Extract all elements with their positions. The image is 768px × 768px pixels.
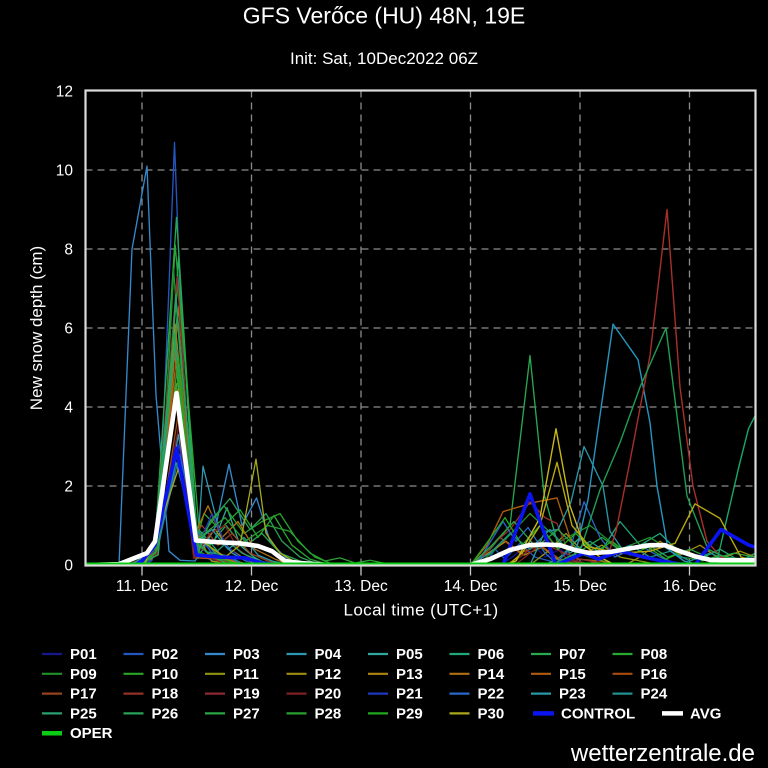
svg-text:P14: P14 (478, 666, 505, 683)
svg-text:P18: P18 (152, 686, 179, 703)
svg-text:P26: P26 (152, 705, 179, 722)
svg-text:P27: P27 (233, 705, 260, 722)
svg-text:P29: P29 (396, 705, 423, 722)
svg-text:P04: P04 (315, 646, 342, 663)
svg-text:6: 6 (64, 321, 73, 338)
svg-text:wetterzentrale.de: wetterzentrale.de (570, 740, 755, 767)
svg-text:P07: P07 (559, 646, 586, 663)
svg-text:14. Dec: 14. Dec (444, 578, 498, 595)
svg-text:P06: P06 (478, 646, 505, 663)
svg-text:12: 12 (56, 84, 73, 101)
svg-text:P03: P03 (233, 646, 260, 663)
svg-text:P01: P01 (70, 646, 97, 663)
svg-text:13. Dec: 13. Dec (334, 578, 388, 595)
svg-text:P25: P25 (70, 705, 97, 722)
svg-text:0: 0 (64, 558, 73, 575)
svg-text:P15: P15 (559, 666, 586, 683)
svg-text:P24: P24 (641, 686, 668, 703)
svg-text:15. Dec: 15. Dec (553, 578, 607, 595)
svg-text:P11: P11 (233, 666, 259, 683)
svg-text:P20: P20 (315, 686, 342, 703)
svg-text:CONTROL: CONTROL (561, 705, 635, 722)
svg-text:12. Dec: 12. Dec (225, 578, 279, 595)
svg-text:P02: P02 (152, 646, 179, 663)
svg-text:11. Dec: 11. Dec (116, 578, 169, 595)
svg-text:P05: P05 (396, 646, 423, 663)
svg-text:P30: P30 (478, 705, 505, 722)
svg-text:OPER: OPER (70, 725, 113, 742)
svg-text:16. Dec: 16. Dec (663, 578, 717, 595)
svg-text:Init: Sat, 10Dec2022 06Z: Init: Sat, 10Dec2022 06Z (290, 49, 478, 68)
svg-text:P21: P21 (396, 686, 423, 703)
svg-text:P09: P09 (70, 666, 97, 683)
svg-text:P22: P22 (478, 686, 505, 703)
svg-text:2: 2 (64, 479, 73, 496)
svg-text:P13: P13 (396, 666, 423, 683)
svg-text:AVG: AVG (690, 705, 721, 722)
svg-text:10: 10 (56, 163, 74, 180)
svg-text:P17: P17 (70, 686, 97, 703)
svg-text:P12: P12 (315, 666, 342, 683)
svg-text:P23: P23 (559, 686, 586, 703)
svg-text:New snow depth (cm): New snow depth (cm) (27, 246, 46, 410)
svg-text:P16: P16 (641, 666, 668, 683)
svg-text:P10: P10 (152, 666, 179, 683)
svg-text:P28: P28 (315, 705, 342, 722)
svg-text:P19: P19 (233, 686, 260, 703)
svg-text:Local time (UTC+1): Local time (UTC+1) (343, 601, 498, 620)
svg-text:GFS Verőce (HU) 48N, 19E: GFS Verőce (HU) 48N, 19E (243, 3, 526, 29)
svg-text:8: 8 (64, 242, 73, 259)
svg-text:4: 4 (64, 400, 73, 417)
svg-text:P08: P08 (641, 646, 668, 663)
